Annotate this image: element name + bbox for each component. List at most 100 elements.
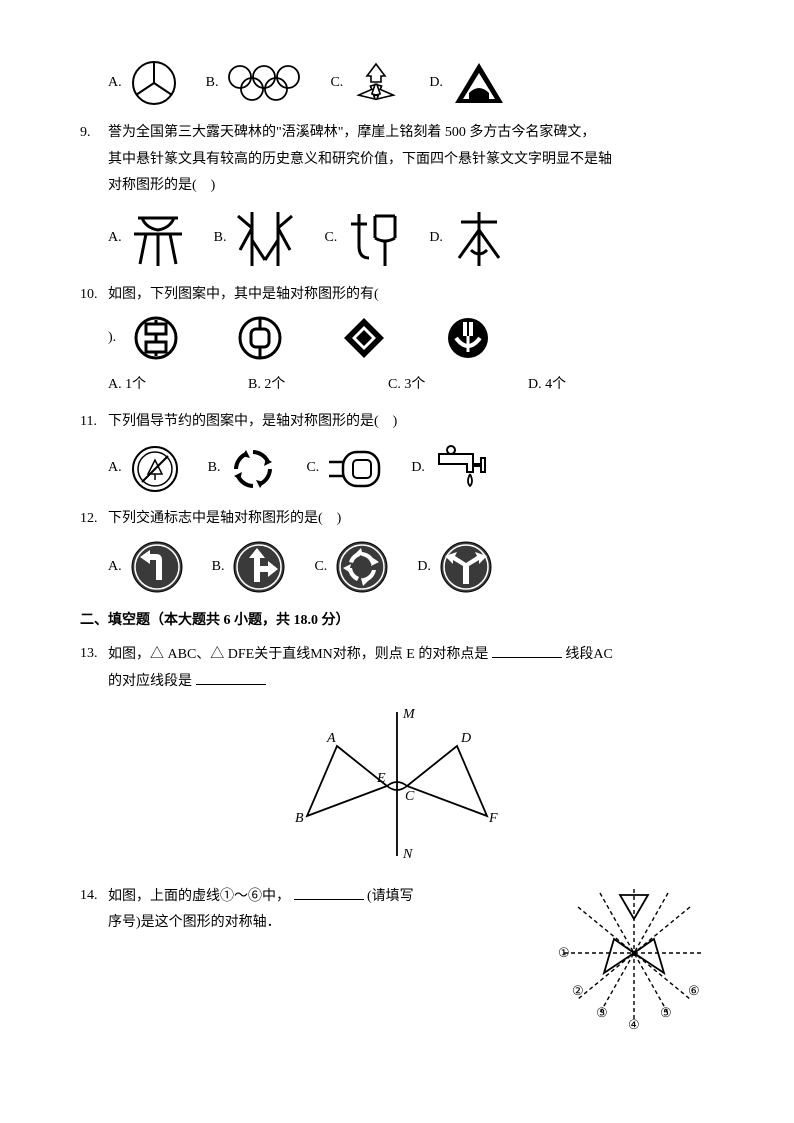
q12: 12. 下列交通标志中是轴对称图形的是( ) (80, 506, 714, 533)
q10-num: 10. (80, 282, 108, 309)
q10-options: A. 1个 B. 2个 C. 3个 D. 4个 (108, 372, 714, 399)
opt-label: C. (306, 455, 319, 482)
q9-opt-A: A. (108, 208, 186, 270)
svg-text:F: F (488, 811, 498, 826)
q10-line2: ). (108, 325, 116, 352)
opt-label: B. (206, 70, 219, 97)
q13-body: 如图，△ ABC、△ DFE关于直线MN对称，则点 E 的对称点是 线段AC 的… (108, 641, 714, 696)
opt-label: A. (108, 70, 122, 97)
q9-line2: 其中悬针篆文具有较高的历史意义和研究价值，下面四个悬针篆文文字明显不是轴 (108, 147, 714, 174)
q10-opt-B: B. 2个 (248, 372, 388, 399)
section2-title: 二、填空题（本大题共 6 小题，共 18.0 分） (80, 608, 714, 635)
opt-label: B. (208, 455, 221, 482)
opt-label: C. (314, 554, 327, 581)
opt-label: C. (330, 70, 343, 97)
q9-line1: 誉为全国第三大露天碑林的"浯溪碑林"，摩崖上铭刻着 500 多方古今名家碑文， (108, 120, 714, 147)
q14-t1: 如图，上面的虚线①～⑥中， (108, 889, 290, 904)
q9-opt-C: C. (324, 208, 401, 270)
svg-text:D: D (460, 731, 471, 746)
bank-icbc-icon (134, 316, 178, 360)
q9-opt-D: D. (429, 208, 507, 270)
q14-body: 如图，上面的虚线①～⑥中， (请填写 序号)是这个图形的对称轴． (108, 883, 554, 1033)
svg-text:③: ③ (596, 1005, 608, 1020)
q11-opt-C: C. (306, 446, 383, 492)
q10-line1: 如图，下列图案中，其中是轴对称图形的有( (108, 282, 714, 309)
seal-glyph-D-icon (451, 208, 507, 270)
svg-text:⑥: ⑥ (688, 983, 700, 998)
q13-t2: 线段AC (565, 647, 612, 662)
bank-abc-icon (446, 316, 490, 360)
q9: 9. 誉为全国第三大露天碑林的"浯溪碑林"，摩崖上铭刻着 500 多方古今名家碑… (80, 120, 714, 200)
opt-label: C. (324, 225, 337, 252)
bank-boc-icon (238, 316, 282, 360)
q13-t1: 如图，△ ABC、△ DFE关于直线MN对称，则点 E 的对称点是 (108, 647, 488, 662)
opt-label: D. (429, 225, 443, 252)
q14-num: 14. (80, 883, 108, 1033)
q10-icons-row: ). (108, 316, 714, 360)
q11-opt-A: A. (108, 444, 180, 494)
save-land-icon (130, 444, 180, 494)
seal-glyph-C-icon (345, 208, 401, 270)
seal-glyph-A-icon (130, 208, 186, 270)
svg-text:E: E (376, 771, 386, 786)
q11-options: A. B. C. (108, 444, 714, 494)
seal-glyph-B-icon (234, 208, 296, 270)
q10-opt-D: D. 4个 (528, 372, 668, 399)
svg-text:M: M (402, 707, 416, 722)
triangle-arch-icon (451, 59, 507, 107)
blank (196, 668, 266, 685)
recycle-icon (351, 58, 401, 108)
q12-text: 下列交通标志中是轴对称图形的是( ) (108, 506, 714, 533)
q9-num: 9. (80, 120, 108, 200)
q13-num: 13. (80, 641, 108, 696)
olympic-rings-icon (226, 63, 302, 103)
sign-y-split-icon (439, 540, 493, 594)
opt-label: A. (108, 554, 122, 581)
q12-opt-D: D. (417, 540, 493, 594)
q14-t3: 序号)是这个图形的对称轴． (108, 915, 281, 930)
recycle-circle-icon (228, 444, 278, 494)
mercedes-icon (130, 59, 178, 107)
q9-options: A. B. (108, 208, 714, 270)
opt-label: B. (214, 225, 227, 252)
q8-opt-B: B. (206, 63, 303, 103)
bank-ccb-icon (342, 316, 386, 360)
q8-opt-D: D. (429, 59, 507, 107)
opt-label: B. (212, 554, 225, 581)
q10-opt-A: A. 1个 (108, 372, 248, 399)
q11-text: 下列倡导节约的图案中，是轴对称图形的是( ) (108, 409, 714, 436)
q8-opt-A: A. (108, 59, 178, 107)
svg-text:N: N (402, 847, 413, 862)
opt-label: D. (411, 455, 425, 482)
svg-text:⑤: ⑤ (660, 1005, 672, 1020)
q10: 10. 如图，下列图案中，其中是轴对称图形的有( (80, 282, 714, 309)
q12-num: 12. (80, 506, 108, 533)
q13: 13. 如图，△ ABC、△ DFE关于直线MN对称，则点 E 的对称点是 线段… (80, 641, 714, 696)
blank (294, 883, 364, 900)
q14-t2: (请填写 (367, 889, 414, 904)
sign-left-turn-icon (130, 540, 184, 594)
opt-label: A. (108, 455, 122, 482)
q11-num: 11. (80, 409, 108, 436)
q12-options: A. B. C. (108, 540, 714, 594)
q10-opt-C: C. 3个 (388, 372, 528, 399)
q9-opt-B: B. (214, 208, 297, 270)
save-water-icon (433, 444, 487, 494)
q14: 14. 如图，上面的虚线①～⑥中， (请填写 序号)是这个图形的对称轴． ① (80, 883, 714, 1033)
blank (492, 641, 562, 658)
svg-text:A: A (326, 731, 336, 746)
opt-label: D. (429, 70, 443, 97)
q12-opt-A: A. (108, 540, 184, 594)
svg-text:④: ④ (628, 1017, 640, 1032)
q8-opt-C: C. (330, 58, 401, 108)
svg-text:C: C (405, 789, 415, 804)
opt-label: A. (108, 225, 122, 252)
q9-line3: 对称图形的是( ) (108, 173, 714, 200)
q12-opt-C: C. (314, 540, 389, 594)
q12-opt-B: B. (212, 540, 287, 594)
svg-text:②: ② (572, 983, 584, 998)
q11-opt-B: B. (208, 444, 279, 494)
svg-text:①: ① (558, 945, 570, 960)
q11-opt-D: D. (411, 444, 487, 494)
save-elec-icon (327, 446, 383, 492)
